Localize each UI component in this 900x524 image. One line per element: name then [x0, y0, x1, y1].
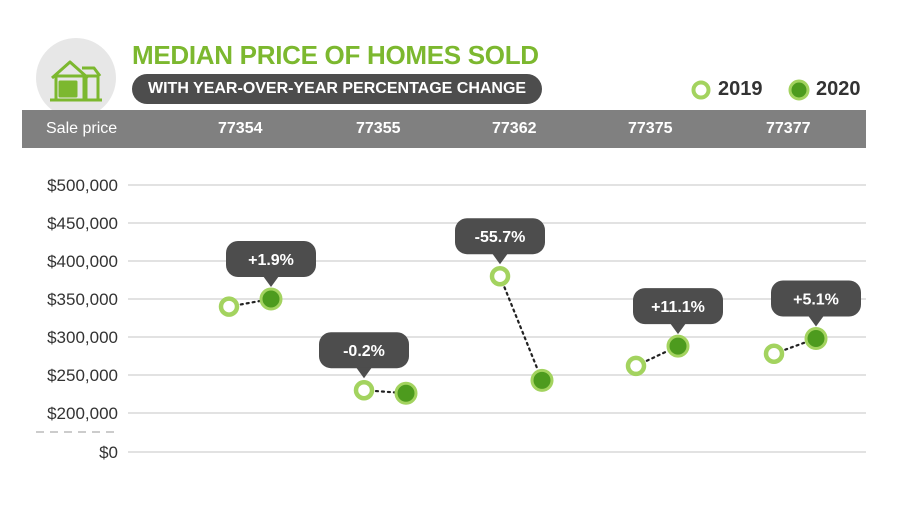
y-tick-label: $450,000: [47, 214, 118, 233]
y-tick-label: $250,000: [47, 366, 118, 385]
column-header-bar: Sale price 77354 77355 77362 77375 77377: [22, 110, 866, 148]
callout-pointer: [670, 323, 686, 335]
callout-bubble: [319, 332, 409, 369]
y-tick-label: $500,000: [47, 176, 118, 195]
legend-marker-2020: [788, 79, 810, 100]
point-2020: [530, 368, 554, 392]
callout-pointer: [492, 253, 508, 265]
y-tick-label: $300,000: [47, 328, 118, 347]
header-zip-77377: 77377: [766, 120, 811, 137]
change-callout: -0.2%: [319, 332, 409, 379]
point-2020: [666, 334, 690, 358]
legend-item-2019: 2019: [690, 78, 763, 101]
point-2019: [763, 343, 785, 364]
chart-subtitle: WITH YEAR-OVER-YEAR PERCENTAGE CHANGE: [132, 74, 543, 104]
y-tick-label: $0: [99, 443, 118, 462]
point-2020: [394, 381, 418, 405]
change-label: +5.1%: [793, 292, 839, 309]
point-2019: [353, 379, 375, 401]
point-2019: [489, 265, 511, 287]
legend-item-2020: 2020: [788, 78, 861, 101]
header-zip-77354: 77354: [218, 120, 263, 137]
change-label: +1.9%: [248, 252, 294, 269]
change-connector: [498, 275, 544, 382]
callout-pointer: [808, 315, 824, 327]
legend-marker-2019: [691, 80, 711, 99]
callout-pointer: [263, 276, 279, 287]
change-callout: +1.9%: [226, 241, 316, 287]
legend-label-2019: 2019: [718, 78, 763, 100]
y-tick-label: $200,000: [47, 404, 118, 423]
point-2020: [259, 287, 283, 311]
callout-bubble: [455, 218, 545, 255]
legend-label-2020: 2020: [816, 78, 861, 100]
house-icon: [50, 60, 102, 102]
change-label: -0.2%: [343, 343, 385, 360]
house-icon-badge: [36, 38, 116, 118]
change-callout: +5.1%: [771, 280, 861, 327]
point-2019: [218, 296, 240, 317]
header-zip-77375: 77375: [628, 120, 673, 137]
change-label: -55.7%: [475, 229, 526, 246]
header-zip-77355: 77355: [356, 120, 401, 137]
change-callout: -55.7%: [455, 218, 545, 265]
callout-bubble: [633, 288, 723, 325]
chart-title: MEDIAN PRICE OF HOMES SOLD: [132, 40, 539, 70]
callout-bubble: [226, 241, 316, 277]
callout-bubble: [771, 280, 861, 317]
callout-pointer: [356, 367, 372, 379]
change-callout: +11.1%: [633, 288, 723, 335]
change-label: +11.1%: [651, 299, 705, 316]
point-2019: [625, 355, 647, 377]
y-tick-label: $400,000: [47, 252, 118, 271]
header-sale-price: Sale price: [46, 120, 118, 137]
y-tick-label: $350,000: [47, 290, 118, 309]
point-2020: [804, 327, 828, 351]
header-zip-77362: 77362: [492, 120, 537, 137]
